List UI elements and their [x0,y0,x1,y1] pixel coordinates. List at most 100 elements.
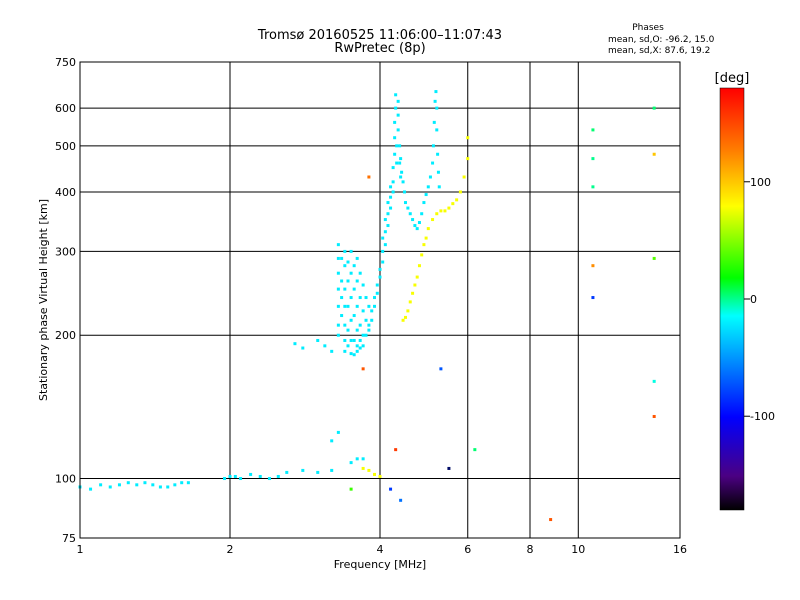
y-tick-label: 500 [55,140,76,153]
data-point [352,314,356,318]
data-point [394,106,398,110]
data-point [422,201,426,205]
data-point [436,152,440,156]
stats-heading: Phases [632,23,664,33]
data-point [391,180,395,184]
data-point [361,367,365,371]
data-point [330,349,334,353]
data-point [466,157,470,161]
data-point [340,314,344,318]
data-point [355,344,359,348]
data-point [336,333,340,337]
data-point [343,323,347,327]
data-point [301,468,305,472]
data-point [396,99,400,103]
data-point [349,352,353,356]
data-point [591,185,595,189]
data-point [399,157,403,161]
data-point [436,170,440,174]
data-point [239,477,243,481]
data-point [352,353,356,357]
data-point [433,99,437,103]
data-point [458,190,462,194]
data-point [352,338,356,342]
data-point [228,474,232,478]
data-point [249,472,253,476]
data-point [389,206,393,210]
y-axis-label: Stationary phase Virtual Height [km] [37,199,50,401]
data-point [383,218,387,222]
data-point [346,344,350,348]
y-tick-label: 750 [55,56,76,69]
data-point [473,448,477,452]
data-point [370,309,374,313]
data-point [336,430,340,434]
data-point [403,315,407,319]
data-point [420,253,424,257]
data-point [166,485,170,489]
data-point [393,120,397,124]
data-point [652,256,656,260]
plot-grid [80,62,680,538]
data-point [394,448,398,452]
data-point [223,477,227,481]
data-point [466,136,470,140]
y-tick-label: 400 [55,186,76,199]
data-point [378,474,382,478]
data-point [391,190,395,194]
x-tick-label: 10 [571,543,585,556]
data-point [336,304,340,308]
data-point [426,185,430,189]
data-point [151,483,155,487]
data-point [401,318,405,322]
data-point [349,487,353,491]
data-point [367,328,371,332]
data-point [99,483,103,487]
data-point [395,144,399,148]
data-point [276,474,280,478]
data-point [403,201,407,205]
data-point [420,212,424,216]
data-point [370,318,374,322]
stats-line-x: mean, sd,X: 87.6, 19.2 [608,46,710,56]
data-point [389,195,393,199]
data-point [652,379,656,383]
data-point [432,120,436,124]
data-point [361,457,365,461]
data-point [389,185,393,189]
data-point [361,344,365,348]
axis-ticks: 1 2 4 6 8 10 16 75 100 200 300 400 500 600 750 [55,56,687,556]
data-point [340,279,344,283]
data-point [343,249,347,253]
data-point [396,128,400,132]
data-point [343,264,347,268]
data-point [135,483,139,487]
data-point [89,487,93,491]
stats-line-o: mean, sd,O: -96.2, 15.0 [608,35,715,45]
data-point [355,279,359,283]
data-point [386,212,390,216]
data-point [340,256,344,260]
data-point [117,483,121,487]
data-point [330,468,334,472]
data-point [435,212,439,216]
data-point [424,236,428,240]
data-point [439,209,443,213]
data-point [336,271,340,275]
data-point [391,166,395,170]
data-point [406,309,410,313]
data-point [367,468,371,472]
data-point [330,439,334,443]
data-point [343,304,347,308]
y-tick-label: 600 [55,102,76,115]
data-point [355,349,359,353]
data-point [349,249,353,253]
data-point [367,323,371,327]
data-point [431,144,435,148]
data-point [443,209,447,213]
data-point [451,202,455,206]
data-point [323,344,327,348]
data-point [349,271,353,275]
data-point [267,477,271,481]
data-point [336,256,340,260]
